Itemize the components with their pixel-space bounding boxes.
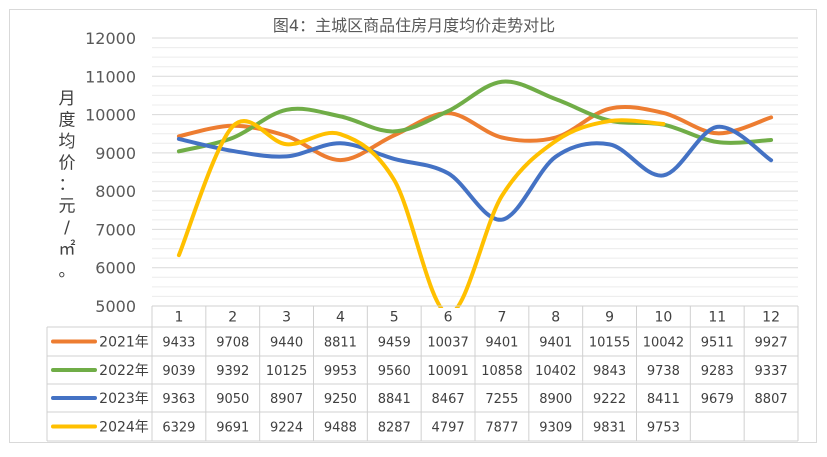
table-cell-value: 9511 bbox=[701, 336, 734, 351]
y-axis-label: 月度均价：元/㎡。 bbox=[59, 89, 76, 281]
y-axis-label-char: 。 bbox=[59, 261, 76, 281]
y-axis-label-char: 月 bbox=[59, 89, 76, 109]
table-cell-value: 9753 bbox=[647, 421, 680, 436]
y-axis-label-char: 价 bbox=[59, 154, 76, 174]
table-cell-value: 9953 bbox=[324, 364, 357, 379]
x-tick-label: 9 bbox=[605, 310, 614, 326]
table-cell-value: 9691 bbox=[216, 421, 249, 436]
x-tick-label: 5 bbox=[390, 310, 399, 326]
y-axis-label-char: ： bbox=[59, 175, 76, 195]
table-cell-value: 7255 bbox=[485, 392, 518, 407]
y-tick-label: 11000 bbox=[85, 67, 136, 86]
table-cell-value: 9679 bbox=[701, 392, 734, 407]
y-axis-label-char: 度 bbox=[59, 111, 76, 131]
table-cell-value: 9738 bbox=[647, 364, 680, 379]
table-cell-value: 9560 bbox=[378, 364, 411, 379]
table-cell-value: 9337 bbox=[755, 364, 788, 379]
x-tick-label: 1 bbox=[174, 310, 183, 326]
table-cell-value: 9488 bbox=[324, 421, 357, 436]
y-tick-label: 12000 bbox=[85, 29, 136, 48]
table-cell-value: 9433 bbox=[162, 336, 195, 351]
x-tick-label: 8 bbox=[551, 310, 560, 326]
table-cell-value: 9392 bbox=[216, 364, 249, 379]
x-tick-label: 11 bbox=[708, 310, 726, 326]
table-cell-value: 8287 bbox=[378, 421, 411, 436]
table-cell-value: 9927 bbox=[755, 336, 788, 351]
table-cell-value: 9440 bbox=[270, 336, 303, 351]
y-axis-label-char: / bbox=[64, 218, 70, 238]
table-cell-value: 10125 bbox=[266, 364, 307, 379]
table-cell-value: 8841 bbox=[378, 392, 411, 407]
y-axis-label-char: 元 bbox=[59, 197, 76, 217]
table-cell-value: 9459 bbox=[378, 336, 411, 351]
y-tick-label: 6000 bbox=[95, 259, 136, 278]
table-cell-value: 10402 bbox=[535, 364, 576, 379]
table-cell-value: 6329 bbox=[162, 421, 195, 436]
y-tick-labels: 5000 6000 7000 8000 9000 10000 11000 12000 bbox=[85, 29, 136, 316]
table-cell-value: 9401 bbox=[485, 336, 518, 351]
series-line-0 bbox=[176, 105, 774, 163]
table-cell-value: 9050 bbox=[216, 392, 249, 407]
table-cell-value: 9831 bbox=[593, 421, 626, 436]
x-tick-label: 7 bbox=[497, 310, 506, 326]
table-cell-value: 10042 bbox=[643, 336, 684, 351]
table-cell-value: 9843 bbox=[593, 364, 626, 379]
table-cell-value: 7877 bbox=[485, 421, 518, 436]
y-axis-label-char: 均 bbox=[59, 132, 76, 152]
x-tick-label: 3 bbox=[282, 310, 291, 326]
table-cell-value: 8411 bbox=[647, 392, 680, 407]
y-tick-label: 9000 bbox=[95, 144, 136, 163]
x-tick-label: 12 bbox=[762, 310, 780, 326]
y-tick-label: 10000 bbox=[85, 106, 136, 125]
table-cell-value: 10091 bbox=[427, 364, 468, 379]
chart-title: 图4：主城区商品住房月度均价走势对比 bbox=[273, 16, 555, 35]
x-tick-label: 4 bbox=[336, 310, 345, 326]
y-axis-label-char: ㎡ bbox=[59, 240, 76, 260]
table-cell-value: 9222 bbox=[593, 392, 626, 407]
table-cell-value: 10037 bbox=[427, 336, 468, 351]
table-cell-value: 9039 bbox=[162, 364, 195, 379]
y-tick-label: 8000 bbox=[95, 182, 136, 201]
x-tick-label: 2 bbox=[228, 310, 237, 326]
y-tick-label: 7000 bbox=[95, 220, 136, 239]
table-cell-value: 8807 bbox=[755, 392, 788, 407]
table-cell-value: 9363 bbox=[162, 392, 195, 407]
table-cell-value: 8467 bbox=[432, 392, 465, 407]
y-tick-label: 5000 bbox=[95, 297, 136, 316]
table-cell-value: 4797 bbox=[432, 421, 465, 436]
table-cell-value: 10155 bbox=[589, 336, 630, 351]
table-cell-value: 9250 bbox=[324, 392, 357, 407]
series-line-3 bbox=[176, 118, 666, 308]
x-tick-label: 6 bbox=[444, 310, 453, 326]
table-cell-value: 9309 bbox=[539, 421, 572, 436]
series-line-1 bbox=[176, 79, 774, 154]
legend-label: 2023年 bbox=[99, 391, 149, 407]
table-cell-value: 8907 bbox=[270, 392, 303, 407]
table-cell-value: 9283 bbox=[701, 364, 734, 379]
legend-label: 2021年 bbox=[99, 335, 149, 351]
x-tick-label: 10 bbox=[655, 310, 673, 326]
table-cell-value: 9401 bbox=[539, 336, 572, 351]
table-cell-value: 9224 bbox=[270, 421, 303, 436]
legend-label: 2024年 bbox=[99, 420, 149, 436]
table-cell-value: 8811 bbox=[324, 336, 357, 351]
table-cell-value: 9708 bbox=[216, 336, 249, 351]
table-cell-value: 8900 bbox=[539, 392, 572, 407]
table-cell-value: 10858 bbox=[481, 364, 522, 379]
legend-label: 2022年 bbox=[99, 363, 149, 379]
series-lines bbox=[176, 79, 774, 308]
